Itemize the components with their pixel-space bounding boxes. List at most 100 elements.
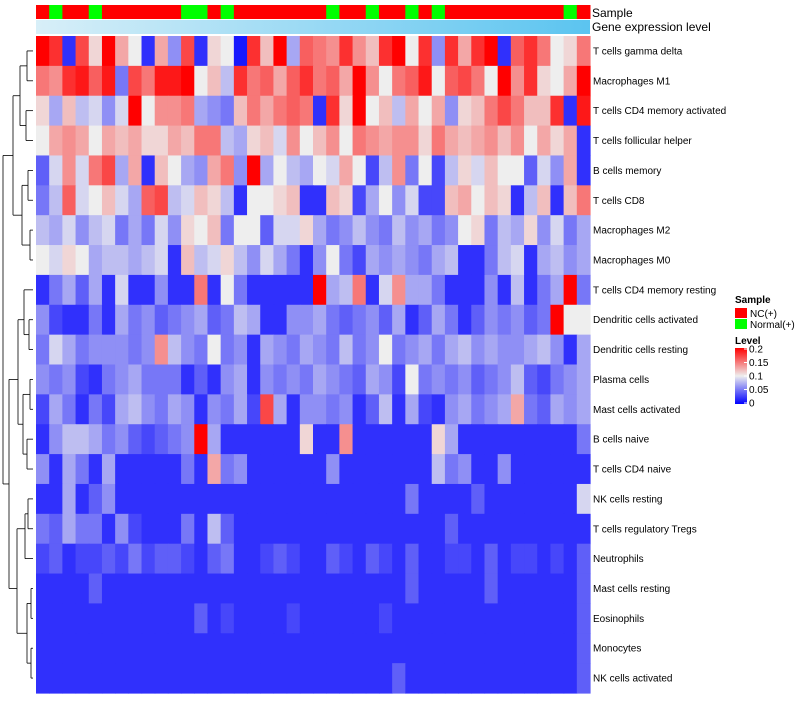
heatmap-cell <box>115 364 129 395</box>
heatmap-cell <box>458 334 472 366</box>
heatmap-cell <box>49 215 63 246</box>
sample-annotation-cell <box>49 5 63 19</box>
heatmap-cell <box>313 603 327 634</box>
heatmap-cell <box>181 274 195 306</box>
heatmap-cell <box>378 36 393 67</box>
heatmap-cell <box>418 543 433 575</box>
heatmap-cell <box>75 304 90 336</box>
heatmap-cell <box>62 573 77 605</box>
heatmap-cell <box>365 364 380 395</box>
heatmap-cell <box>207 543 222 575</box>
heatmap-cell <box>537 663 552 694</box>
heatmap-cell <box>497 454 512 485</box>
heatmap-cell <box>49 155 63 186</box>
heatmap-cell <box>299 394 314 425</box>
heatmap-cell <box>405 155 420 186</box>
heatmap-cell <box>220 663 235 694</box>
legend-normal-swatch <box>735 319 747 329</box>
heatmap-cell <box>273 424 288 455</box>
heatmap-cell <box>299 185 314 216</box>
heatmap-cell <box>524 394 538 425</box>
heatmap-cell <box>273 215 288 246</box>
heatmap-cell <box>352 215 367 246</box>
heatmap-cell <box>444 543 459 575</box>
heatmap-cell <box>524 65 538 97</box>
heatmap-cell <box>88 334 103 366</box>
heatmap-cell <box>49 513 63 545</box>
heatmap-cell <box>101 603 116 634</box>
heatmap-cell <box>392 125 406 157</box>
heatmap-cell <box>154 95 169 127</box>
heatmap-cell <box>524 483 538 515</box>
heatmap-cell <box>418 245 433 276</box>
row-label: Dendritic cells activated <box>593 315 698 326</box>
heatmap-cell <box>141 454 156 485</box>
heatmap-cell <box>207 364 222 395</box>
heatmap-cell <box>260 185 275 216</box>
heatmap-cell <box>36 95 50 127</box>
heatmap-cell <box>352 543 367 575</box>
heatmap-cell <box>418 95 433 127</box>
heatmap-cell <box>497 633 512 664</box>
heatmap-cell <box>497 185 512 216</box>
sample-annotation-cell <box>444 5 459 19</box>
sample-annotation-cell <box>299 5 314 19</box>
heatmap-cell <box>88 424 103 455</box>
heatmap-cell <box>101 36 116 67</box>
heatmap-cell <box>36 543 50 575</box>
heatmap-cell <box>497 95 512 127</box>
heatmap-cell <box>484 304 499 336</box>
heatmap-cell <box>36 245 50 276</box>
heatmap-cell <box>299 155 314 186</box>
heatmap-cell <box>75 334 90 366</box>
heatmap-cell <box>510 424 525 455</box>
heatmap-cell <box>181 573 195 605</box>
heatmap-cell <box>286 334 301 366</box>
heatmap-cell <box>313 155 327 186</box>
heatmap-cell <box>326 633 340 664</box>
heatmap-cell <box>260 513 275 545</box>
heatmap-cell <box>181 65 195 97</box>
heatmap-cell <box>194 36 209 67</box>
heatmap-cell <box>484 245 499 276</box>
heatmap-cell <box>405 364 420 395</box>
heatmap-cell <box>550 185 565 216</box>
heatmap-cell <box>537 125 552 157</box>
heatmap-cell <box>141 95 156 127</box>
sample-annotation-cell <box>339 5 354 19</box>
heatmap-cell <box>431 573 446 605</box>
heatmap-cell <box>431 245 446 276</box>
row-label: NK cells activated <box>593 674 672 685</box>
heatmap-cell <box>537 95 552 127</box>
heatmap-cell <box>313 424 327 455</box>
heatmap-cell <box>115 603 129 634</box>
heatmap-cell <box>576 364 591 395</box>
heatmap-cell <box>167 603 182 634</box>
heatmap-cell <box>220 334 235 366</box>
heatmap-cell <box>471 663 486 694</box>
heatmap-cell <box>49 483 63 515</box>
heatmap-cell <box>233 274 248 306</box>
heatmap-cell <box>286 543 301 575</box>
heatmap-cell <box>167 454 182 485</box>
heatmap-cell <box>431 633 446 664</box>
sample-annotation-cell <box>458 5 472 19</box>
heatmap-cell <box>141 125 156 157</box>
heatmap-cell <box>194 65 209 97</box>
heatmap-cell <box>194 125 209 157</box>
heatmap-cell <box>352 155 367 186</box>
heatmap-cell <box>537 155 552 186</box>
heatmap-cell <box>154 125 169 157</box>
heatmap-cell <box>326 543 340 575</box>
heatmap-cell <box>458 95 472 127</box>
heatmap-cell <box>458 215 472 246</box>
heatmap-cell <box>576 125 591 157</box>
heatmap-cell <box>339 424 354 455</box>
heatmap-cell <box>167 185 182 216</box>
row-label: Mast cells resting <box>593 584 670 595</box>
heatmap-cell <box>326 483 340 515</box>
heatmap-cell <box>431 65 446 97</box>
heatmap-cell <box>36 304 50 336</box>
sample-annotation-cell <box>365 5 380 19</box>
heatmap-cell <box>181 543 195 575</box>
